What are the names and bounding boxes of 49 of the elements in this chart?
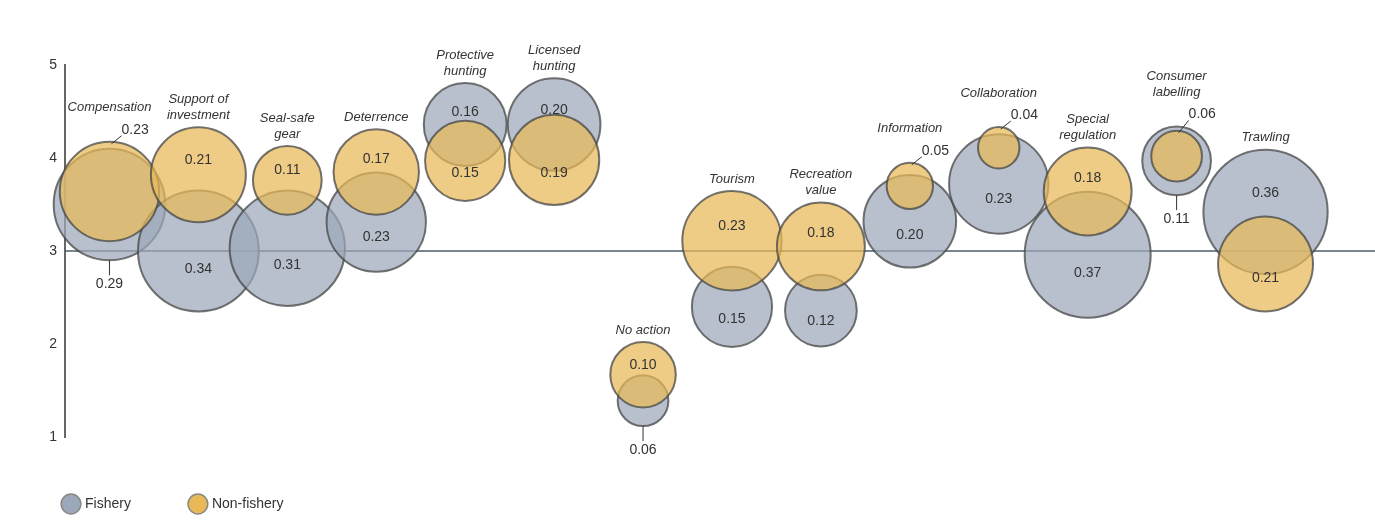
legend-label: Non-fishery [211,494,284,511]
x-tick-label: No action [615,321,671,337]
data-label: 0.10 [629,355,657,372]
data-label: 0.18 [1074,169,1102,186]
data-label: 0.20 [896,225,924,242]
data-label: 0.15 [718,309,746,326]
data-label: 0.29 [95,275,124,292]
x-tick-label: Information [877,120,943,136]
x-tick-label: Collaboration [960,84,1038,100]
data-label: 0.18 [807,224,835,241]
x-tick-label: Support of investment [166,90,232,122]
data-label: 0.23 [362,227,391,244]
data-label: 0.21 [184,151,213,168]
data-label: 0.34 [184,259,213,276]
data-label: 0.23 [121,120,149,137]
y-tick-label: 3 [49,241,58,258]
x-tick-label: Protective hunting [436,46,495,78]
x-tick-label: Trawling [1241,129,1291,145]
y-tick-label: 1 [49,427,58,444]
x-tick-label: Seal-safe gear [259,109,315,141]
y-tick-label: 2 [49,334,58,351]
data-label: 0.06 [629,440,657,457]
data-label: 0.06 [1188,105,1217,122]
data-label: 0.15 [451,163,480,180]
data-label: 0.21 [1251,269,1280,286]
x-tick-label: Tourism [709,170,756,186]
legend-label: Fishery [85,494,131,511]
data-label: 0.23 [985,189,1013,206]
x-tick-label: Deterrence [344,108,409,124]
data-label: 0.04 [1010,105,1039,122]
data-label: 0.36 [1251,184,1280,201]
x-tick-label: Consumer labelling [1146,68,1208,100]
y-tick-label: 4 [49,148,58,165]
data-label: 0.12 [807,312,835,329]
data-label: 0.37 [1074,264,1102,281]
data-label: 0.16 [451,102,480,119]
data-label: 0.19 [540,164,568,181]
data-label: 0.11 [1163,210,1190,226]
x-tick-label: Recreation value [789,166,853,198]
data-label: 0.17 [362,150,391,166]
data-label: 0.11 [274,160,301,177]
x-tick-label: Licensed hunting [528,41,581,73]
data-label: 0.20 [540,101,568,118]
data-label: 0.31 [273,256,302,273]
x-tick-label: Special regulation [1059,111,1117,143]
data-label: 0.05 [921,141,950,158]
data-label: 0.23 [718,216,746,233]
x-tick-label: Compensation [67,99,152,115]
y-tick-label: 5 [49,55,58,72]
